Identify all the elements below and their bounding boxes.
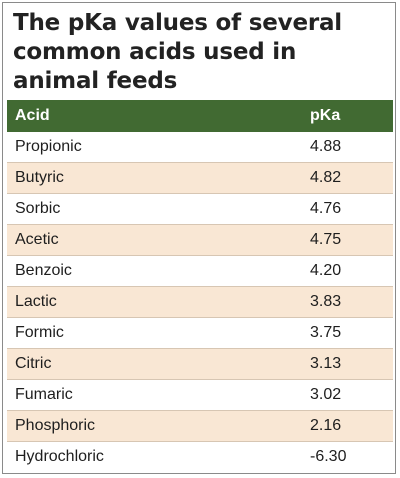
acid-name-cell: Hydrochloric xyxy=(7,441,265,472)
table-row: Acetic 4.75 xyxy=(7,224,393,256)
pka-value-cell: 4.76 xyxy=(265,193,393,225)
acid-name-cell: Formic xyxy=(7,317,265,349)
acid-name-cell: Acetic xyxy=(7,224,265,256)
acid-name-cell: Propionic xyxy=(7,132,265,163)
acid-name-cell: Citric xyxy=(7,348,265,380)
pka-value-cell: 4.20 xyxy=(265,255,393,287)
column-header-pka: pKa xyxy=(265,100,393,132)
acid-name-cell: Phosphoric xyxy=(7,410,265,442)
acid-name-cell: Lactic xyxy=(7,286,265,318)
pka-value-cell: 4.88 xyxy=(265,132,393,163)
pka-value-cell: 3.83 xyxy=(265,286,393,318)
acid-name-cell: Fumaric xyxy=(7,379,265,411)
table-row: Hydrochloric -6.30 xyxy=(7,441,393,472)
table-row: Sorbic 4.76 xyxy=(7,193,393,225)
pka-value-cell: 2.16 xyxy=(265,410,393,442)
pka-table: Acid pKa Propionic 4.88 Butyric 4.82 Sor… xyxy=(7,100,393,472)
acid-name-cell: Sorbic xyxy=(7,193,265,225)
pka-value-cell: 4.75 xyxy=(265,224,393,256)
table-row: Fumaric 3.02 xyxy=(7,379,393,411)
pka-value-cell: 3.75 xyxy=(265,317,393,349)
acid-name-cell: Butyric xyxy=(7,162,265,194)
table-row: Butyric 4.82 xyxy=(7,162,393,194)
figure-title: The pKa values of several common acids u… xyxy=(13,10,342,94)
table-row: Benzoic 4.20 xyxy=(7,255,393,287)
acid-name-cell: Benzoic xyxy=(7,255,265,287)
table-row: Phosphoric 2.16 xyxy=(7,410,393,442)
pka-value-cell: 4.82 xyxy=(265,162,393,194)
pka-value-cell: -6.30 xyxy=(265,441,393,472)
pka-value-cell: 3.02 xyxy=(265,379,393,411)
table-figure: The pKa values of several common acids u… xyxy=(2,2,396,474)
table-row: Lactic 3.83 xyxy=(7,286,393,318)
table-row: Citric 3.13 xyxy=(7,348,393,380)
pka-value-cell: 3.13 xyxy=(265,348,393,380)
column-header-acid: Acid xyxy=(7,100,265,132)
table-header-row: Acid pKa xyxy=(7,100,393,132)
table-row: Propionic 4.88 xyxy=(7,132,393,163)
table-row: Formic 3.75 xyxy=(7,317,393,349)
